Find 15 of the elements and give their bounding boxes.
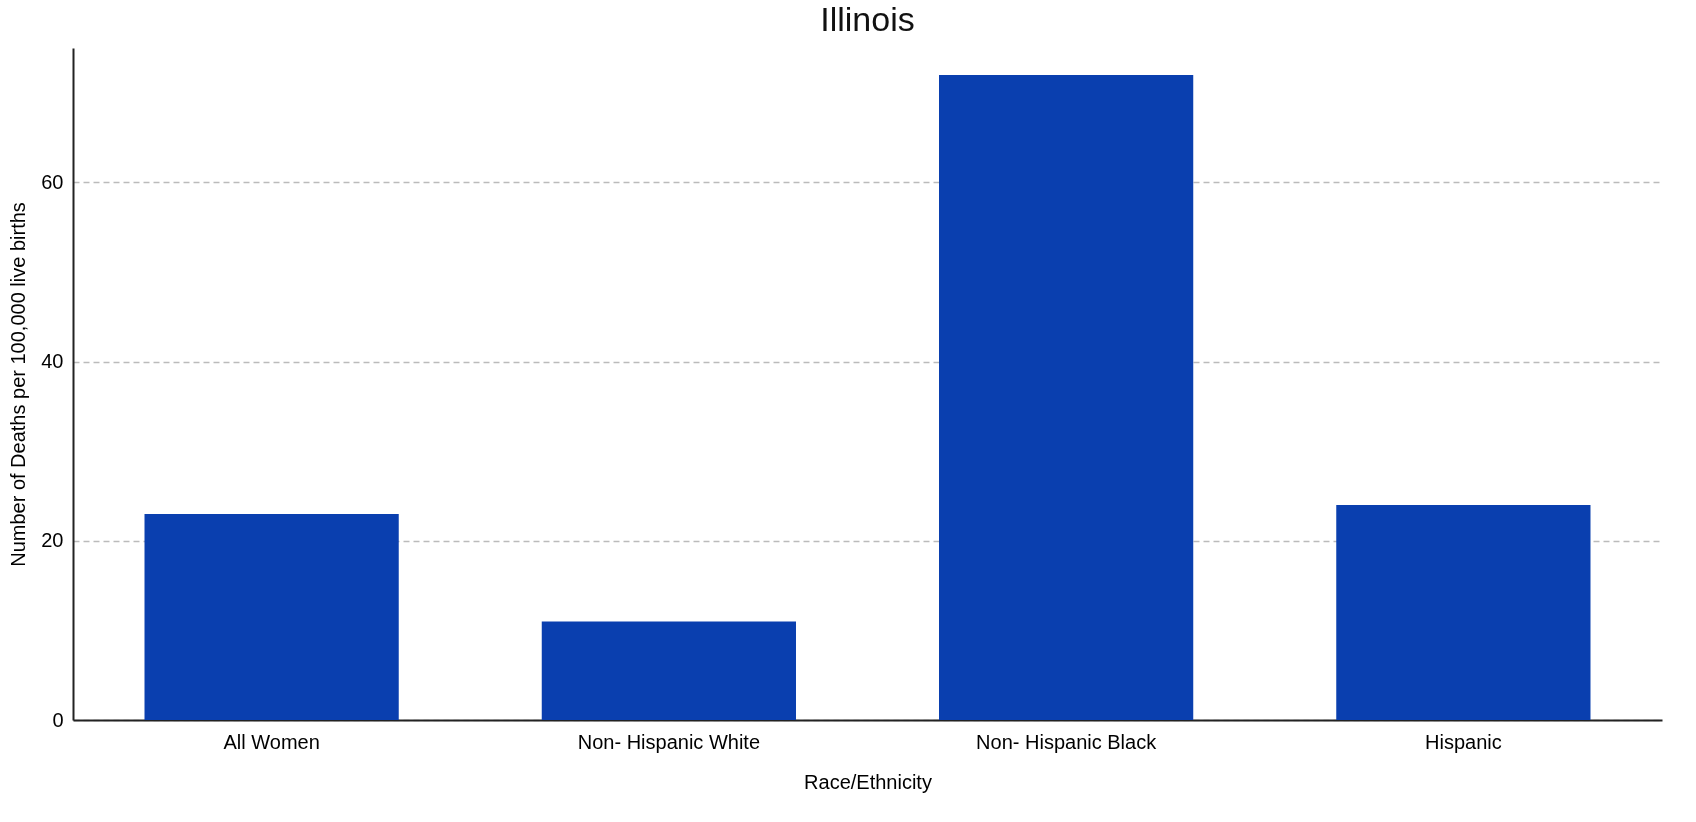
bar bbox=[144, 513, 399, 720]
x-tick-label: Non- Hispanic White bbox=[577, 730, 761, 753]
chart-title: Illinois bbox=[820, 0, 915, 38]
y-tick-label: 40 bbox=[41, 350, 64, 373]
x-axis-title: Race/Ethnicity bbox=[804, 770, 932, 793]
x-tick-label: Hispanic bbox=[1425, 730, 1502, 753]
bar bbox=[1336, 504, 1591, 720]
y-tick-label: 20 bbox=[41, 529, 64, 552]
y-axis-title: Number of Deaths per 100,000 live births bbox=[7, 202, 30, 567]
y-tick-label: 60 bbox=[41, 170, 64, 193]
bar bbox=[541, 621, 796, 720]
y-tick-label: 0 bbox=[52, 708, 64, 731]
x-tick-label: All Women bbox=[223, 730, 320, 753]
bar bbox=[939, 74, 1194, 720]
x-tick-label: Non- Hispanic Black bbox=[976, 730, 1158, 753]
